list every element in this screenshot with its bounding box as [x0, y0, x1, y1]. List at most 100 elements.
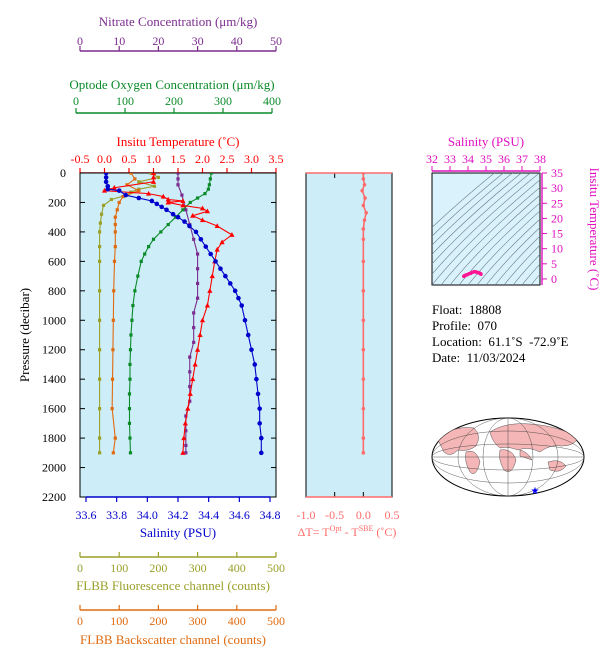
- profile-number: Profile: 070: [432, 318, 497, 333]
- salinity-point: [213, 259, 218, 264]
- temperature-tick-label: 3.5: [269, 152, 284, 166]
- dt-point: [364, 210, 369, 215]
- salinity-point: [232, 288, 238, 294]
- temperature-tick-label: 1.0: [146, 152, 161, 166]
- dt-point: [361, 177, 366, 181]
- backscatter-point: [121, 194, 125, 199]
- oxygen-tick-label: 100: [116, 94, 134, 108]
- ts-temperature-label: Insitu Temperature (˚C): [587, 167, 602, 290]
- backscatter-point: [125, 183, 129, 187]
- nitrate-point: [184, 451, 188, 455]
- ts-temperature-tick-label: 10: [551, 242, 563, 256]
- nitrate-point: [176, 177, 180, 181]
- dt-point: [361, 318, 366, 323]
- salinity-point: [187, 223, 192, 229]
- dt-point: [361, 173, 366, 175]
- ts-salinity-ticks: 32 33 34 35 36 37 38: [426, 152, 546, 172]
- temperature-tick-label: 1.5: [171, 152, 186, 166]
- dt-point: [361, 406, 366, 411]
- fluorescence-point: [156, 175, 160, 180]
- temperature-point: [180, 202, 186, 208]
- dt-point: [361, 436, 366, 440]
- salinity-tick-label: 33.8: [106, 508, 127, 522]
- pressure-tick-label: 1000: [42, 313, 66, 327]
- ts-salinity-tick-label: 32: [426, 152, 438, 166]
- salinity-point: [255, 391, 261, 397]
- temperature-point: [192, 361, 198, 367]
- ts-temperature-tick-label: 0: [551, 272, 557, 286]
- temperature-tick-label: 2.5: [220, 152, 235, 166]
- nitrate-point: [196, 281, 200, 286]
- dt-axis-label: ΔT= TOpt - TSBE (˚C): [298, 524, 397, 539]
- oxygen-point: [196, 196, 200, 200]
- salinity-point: [123, 192, 129, 198]
- temperature-point: [209, 273, 215, 279]
- salinity-point: [154, 201, 160, 207]
- salinity-point: [254, 376, 259, 382]
- oxygen-tick-label: 0: [73, 94, 79, 108]
- pressure-tick-label: 200: [48, 195, 66, 209]
- nitrate-point: [192, 237, 196, 241]
- dt-point: [361, 377, 366, 381]
- oxygen-point: [129, 333, 133, 337]
- salinity-point: [223, 273, 228, 279]
- salinity-axis-label: Salinity (PSU): [140, 525, 216, 540]
- salinity-point: [182, 219, 187, 224]
- density-contour: [432, 173, 513, 246]
- fluorescence-point: [98, 230, 102, 234]
- nitrate-ticks: 0 10 20 30 40 50: [77, 34, 282, 52]
- backscatter-point: [117, 200, 121, 205]
- ts-temperature-tick-label: 30: [551, 181, 563, 195]
- oxygen-point: [159, 230, 163, 234]
- ts-salinity-tick-label: 38: [534, 152, 546, 166]
- pressure-tick-label: 1600: [42, 402, 66, 416]
- temperature-point: [207, 288, 213, 293]
- dt-point: [363, 196, 367, 200]
- nitrate-point: [176, 173, 180, 175]
- date: Date: 11/03/2024: [432, 350, 526, 365]
- salinity-point: [149, 198, 155, 204]
- fluorescence-point: [101, 203, 106, 207]
- backscatter-point: [110, 407, 114, 411]
- salinity-tick-label: 34.2: [168, 508, 189, 522]
- ts-panel: [431, 172, 541, 286]
- fluorescence-point: [98, 451, 102, 455]
- density-contour: [494, 235, 540, 285]
- backscatter-tick-label: 300: [189, 614, 207, 628]
- nitrate-point: [184, 429, 188, 433]
- pressure-tick-label: 1800: [42, 431, 66, 445]
- backscatter-point: [112, 259, 117, 263]
- salinity-point: [249, 347, 254, 353]
- backscatter-point: [113, 230, 117, 234]
- salinity-tick-label: 34.8: [260, 508, 281, 522]
- salinity-point: [252, 362, 258, 367]
- temperature-point: [190, 376, 196, 382]
- backscatter-tick-label: 400: [228, 614, 246, 628]
- pressure-tick-label: 400: [48, 225, 66, 239]
- dt-point: [361, 227, 366, 231]
- temperature-point: [185, 405, 191, 411]
- temperature-point: [197, 332, 203, 337]
- oxygen-point: [147, 245, 151, 249]
- salinity-tick-label: 34.0: [137, 508, 158, 522]
- nitrate-point: [188, 399, 192, 403]
- fluorescence-point: [152, 184, 157, 188]
- oxygen-point: [128, 377, 132, 381]
- temperature-point: [199, 217, 206, 223]
- salinity-point: [103, 175, 109, 180]
- dt-tick-label: 0.5: [385, 508, 400, 522]
- density-contour: [440, 187, 540, 285]
- backscatter-point: [115, 208, 119, 212]
- salinity-axis: 33.6 33.8 34.0 34.2 34.4 34.6 34.8 Salinity (P…: [76, 496, 281, 540]
- temperature-point: [180, 198, 186, 203]
- float-id: Float: 18808: [432, 302, 502, 317]
- oxygen-tick-label: 400: [263, 94, 281, 108]
- temperature-point: [190, 212, 196, 218]
- temperature-tick-label: 3.0: [244, 152, 259, 166]
- dt-point: [361, 451, 366, 455]
- density-contour: [476, 218, 540, 285]
- fluorescence-tick-label: 100: [110, 561, 128, 575]
- temperature-point: [195, 346, 201, 352]
- salinity-tick-label: 34.4: [198, 508, 219, 522]
- salinity-point: [136, 195, 142, 201]
